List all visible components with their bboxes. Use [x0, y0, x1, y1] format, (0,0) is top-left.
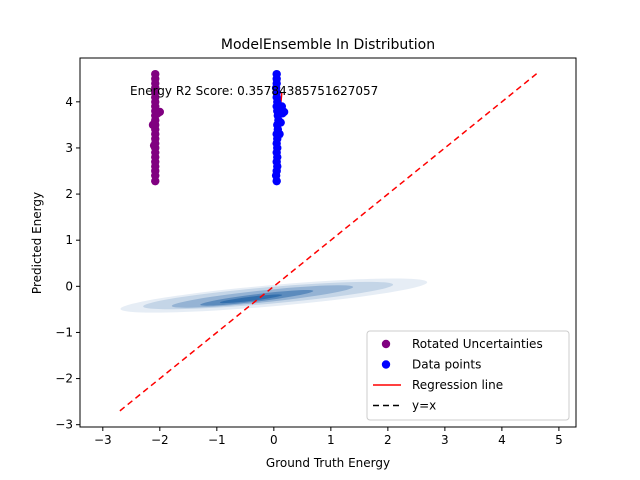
density-layer [120, 278, 428, 313]
r2-annotation: Energy R2 Score: 0.35784385751627057 [130, 84, 378, 98]
points-layer [148, 69, 289, 186]
legend-label: Regression line [412, 378, 503, 392]
y-tick-label: 3 [65, 141, 73, 155]
y-axis-ticks: −3 −2 −1 0 1 2 3 4 [55, 95, 80, 432]
x-tick-label: −3 [94, 433, 112, 447]
x-tick-label: 2 [384, 433, 392, 447]
legend-label: Data points [412, 358, 481, 372]
legend-marker [381, 339, 391, 349]
legend-label: Rotated Uncertainties [412, 337, 543, 351]
legend-marker [381, 360, 391, 369]
legend: Rotated Uncertainties Data points Regressi… [366, 330, 570, 421]
y-tick-label: −2 [55, 372, 73, 386]
y-axis-label: Predicted Energy [30, 192, 44, 294]
data-point [276, 118, 285, 127]
data-point [275, 129, 284, 139]
x-axis-label: Ground Truth Energy [266, 456, 390, 470]
data-point [272, 69, 281, 79]
x-tick-label: 0 [270, 433, 278, 447]
x-tick-label: 1 [327, 433, 335, 447]
y-tick-label: −3 [55, 418, 73, 432]
legend-items: Rotated Uncertainties Data points Regressi… [373, 337, 543, 413]
axes-frame [79, 57, 577, 428]
y-tick-label: 4 [65, 95, 73, 109]
x-tick-label: −2 [151, 433, 169, 447]
x-tick-label: 4 [498, 433, 506, 447]
chart-title: ModelEnsemble In Distribution [221, 37, 435, 53]
y-tick-label: −1 [55, 325, 73, 339]
rotated-uncertainty-point [149, 141, 159, 150]
x-tick-label: 3 [441, 433, 449, 447]
legend-label: y=x [412, 399, 436, 413]
rotated-uncertainty-point [148, 120, 158, 130]
x-axis-ticks: −3 −2 −1 0 1 2 3 4 5 [94, 427, 563, 447]
rotated-uncertainty-point [155, 107, 165, 117]
plot-area [79, 57, 577, 428]
data-point [277, 102, 287, 111]
density-contour-4 [219, 294, 283, 304]
y-tick-label: 2 [65, 187, 73, 201]
y-tick-label: 1 [65, 233, 73, 247]
x-tick-label: 5 [555, 433, 563, 447]
x-tick-label: −1 [208, 433, 226, 447]
legend-box [366, 330, 570, 421]
rotated-uncertainty-point [151, 69, 160, 79]
y-tick-label: 0 [65, 279, 73, 293]
